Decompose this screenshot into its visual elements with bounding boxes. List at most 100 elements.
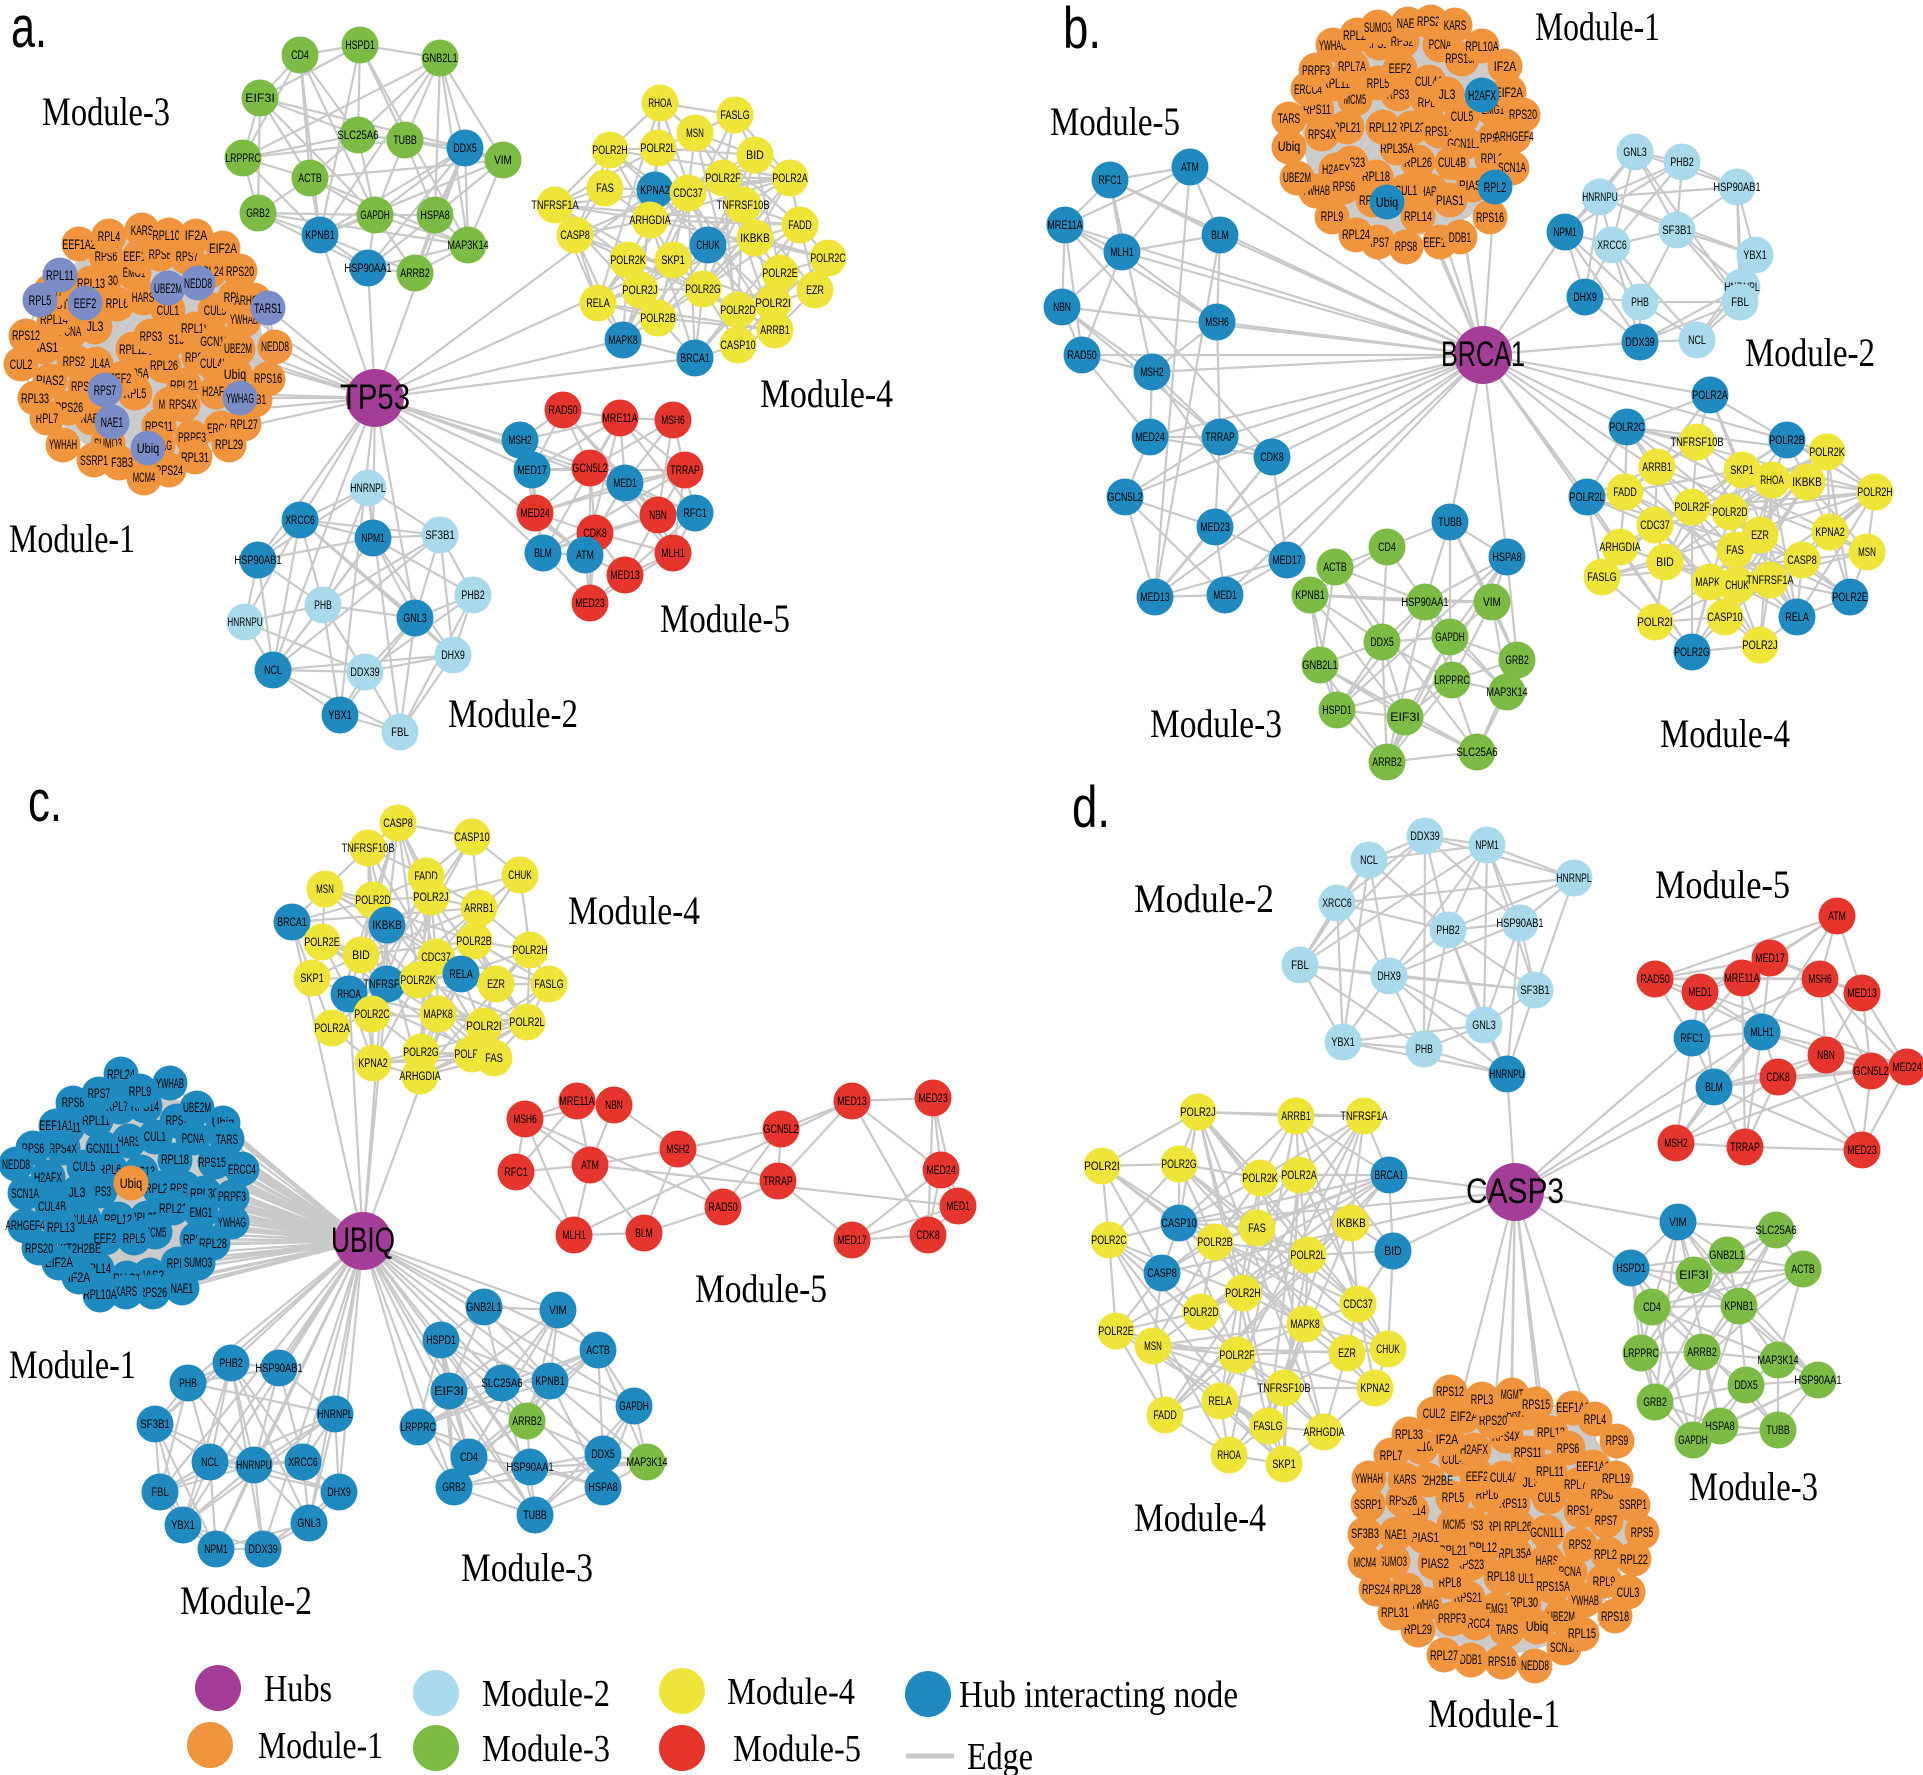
svg-text:FAS: FAS — [596, 181, 614, 195]
svg-text:MSH6: MSH6 — [513, 1112, 537, 1126]
svg-text:RPL23: RPL23 — [1397, 120, 1425, 135]
svg-text:RPS12: RPS12 — [1436, 1384, 1464, 1399]
svg-text:DHX9: DHX9 — [1377, 969, 1401, 983]
svg-text:CDK8: CDK8 — [1260, 450, 1284, 464]
svg-text:NPM1: NPM1 — [204, 1542, 228, 1556]
svg-text:RPL11: RPL11 — [1536, 1464, 1564, 1479]
svg-text:POLR2E: POLR2E — [1098, 1324, 1133, 1338]
svg-text:ARRB2: ARRB2 — [1372, 755, 1402, 769]
svg-text:SUMO3: SUMO3 — [1379, 1554, 1407, 1569]
svg-text:IKBKB: IKBKB — [372, 918, 402, 932]
svg-text:RPL24: RPL24 — [1342, 227, 1370, 242]
svg-text:NCL: NCL — [264, 663, 282, 677]
svg-text:Hub interacting node: Hub interacting node — [959, 1674, 1238, 1716]
svg-text:TUBB: TUBB — [1438, 515, 1462, 529]
svg-text:SCN1A: SCN1A — [11, 1186, 39, 1201]
svg-text:RELA: RELA — [1785, 610, 1809, 624]
svg-text:H2AFX: H2AFX — [34, 1170, 62, 1185]
svg-text:RPS7: RPS7 — [88, 1086, 110, 1101]
svg-text:Ubiq: Ubiq — [1526, 1619, 1548, 1634]
svg-text:RPL7A: RPL7A — [1338, 59, 1366, 74]
svg-text:HSP90AA1: HSP90AA1 — [344, 261, 391, 275]
svg-text:YWHAH: YWHAH — [1355, 1471, 1383, 1486]
svg-text:Module-1: Module-1 — [1428, 1691, 1560, 1736]
svg-text:RPS20: RPS20 — [1509, 107, 1537, 122]
svg-text:MCM5: MCM5 — [1344, 92, 1366, 107]
svg-text:MED1: MED1 — [946, 1199, 970, 1213]
svg-text:RPL26: RPL26 — [1504, 1519, 1532, 1534]
svg-text:FADD: FADD — [1153, 1408, 1177, 1422]
svg-text:SF3B3: SF3B3 — [105, 455, 133, 470]
svg-text:POLR2J: POLR2J — [622, 283, 657, 297]
svg-text:CD4: CD4 — [1643, 1300, 1661, 1314]
svg-text:RPS2: RPS2 — [63, 354, 85, 369]
svg-text:PIAS1: PIAS1 — [1411, 1530, 1439, 1545]
svg-text:SF3B1: SF3B1 — [425, 528, 455, 542]
svg-text:RPL30: RPL30 — [1510, 1595, 1538, 1610]
svg-text:RPL14: RPL14 — [1404, 209, 1432, 224]
svg-text:FADD: FADD — [788, 218, 812, 232]
svg-text:CUL2: CUL2 — [10, 357, 32, 372]
svg-text:CUL1: CUL1 — [144, 1129, 166, 1144]
svg-text:Ubiq: Ubiq — [1278, 139, 1300, 154]
svg-text:DDX5: DDX5 — [1734, 1378, 1758, 1392]
svg-text:RPL18: RPL18 — [161, 1152, 189, 1167]
svg-text:ACTB: ACTB — [586, 1343, 610, 1357]
svg-text:EIF2A: EIF2A — [1450, 1409, 1478, 1424]
svg-text:IF2A: IF2A — [1436, 1432, 1458, 1447]
svg-text:RPL18: RPL18 — [1362, 169, 1390, 184]
svg-text:PHB2: PHB2 — [1436, 923, 1460, 937]
svg-text:HSP90AA1: HSP90AA1 — [506, 1460, 553, 1474]
svg-text:XRCC6: XRCC6 — [288, 1455, 318, 1469]
svg-text:POLR2H: POLR2H — [512, 943, 547, 957]
svg-text:DDX39: DDX39 — [350, 665, 380, 679]
svg-text:ARRB1: ARRB1 — [760, 323, 790, 337]
svg-text:CUL5: CUL5 — [1451, 109, 1473, 124]
svg-text:MED24: MED24 — [520, 506, 550, 520]
svg-text:MCM5: MCM5 — [1443, 1517, 1465, 1532]
svg-text:MSH6: MSH6 — [661, 413, 685, 427]
svg-text:RPL5: RPL5 — [123, 1231, 145, 1246]
svg-text:HNRNPU: HNRNPU — [227, 615, 262, 629]
svg-text:MED24: MED24 — [1135, 430, 1165, 444]
svg-text:ATM: ATM — [1828, 909, 1846, 923]
svg-text:NBN: NBN — [1817, 1048, 1835, 1062]
svg-text:MGMT: MGMT — [1501, 1387, 1523, 1402]
svg-text:POLR2E: POLR2E — [304, 935, 339, 949]
svg-text:POLR2G: POLR2G — [1161, 1157, 1196, 1171]
svg-text:POLR2F: POLR2F — [1674, 500, 1709, 514]
svg-text:TARS: TARS — [1496, 1622, 1518, 1637]
svg-text:ARHGDIA: ARHGDIA — [1599, 540, 1641, 554]
svg-text:ACTB: ACTB — [298, 171, 322, 185]
svg-text:KPNB1: KPNB1 — [1724, 1299, 1754, 1313]
svg-text:KPNB1: KPNB1 — [1295, 588, 1325, 602]
svg-text:MED17: MED17 — [837, 1233, 867, 1247]
svg-text:UBE2M: UBE2M — [154, 281, 182, 296]
svg-text:RPS16: RPS16 — [254, 371, 282, 386]
svg-text:KARS: KARS — [1444, 18, 1466, 33]
svg-text:CDC37: CDC37 — [1640, 518, 1670, 532]
svg-text:Module-3: Module-3 — [482, 1728, 610, 1770]
svg-text:FAS: FAS — [1726, 543, 1744, 557]
svg-text:MAP3K14: MAP3K14 — [1486, 685, 1527, 699]
svg-text:GCN5L2: GCN5L2 — [572, 461, 608, 475]
svg-text:CASP10: CASP10 — [1161, 1216, 1197, 1230]
svg-text:RPL11: RPL11 — [46, 268, 74, 283]
svg-text:FASLG: FASLG — [720, 108, 750, 122]
svg-text:DDX5: DDX5 — [591, 1447, 615, 1461]
svg-text:EEF2: EEF2 — [94, 1231, 116, 1246]
svg-text:SF3B1: SF3B1 — [140, 1417, 170, 1431]
svg-text:POLR2L: POLR2L — [1569, 490, 1605, 504]
svg-text:TRRAP: TRRAP — [670, 463, 700, 477]
svg-text:MED17: MED17 — [1272, 553, 1302, 567]
svg-text:Module-2: Module-2 — [482, 1673, 610, 1715]
svg-text:ARHGEF4: ARHGEF4 — [1494, 129, 1534, 144]
svg-text:Ubiq: Ubiq — [224, 367, 246, 382]
svg-text:RPL6: RPL6 — [106, 296, 128, 311]
svg-text:Module-1: Module-1 — [1535, 4, 1660, 49]
svg-text:POLR2E: POLR2E — [762, 266, 797, 280]
svg-text:GCN5L2: GCN5L2 — [763, 1122, 799, 1136]
svg-text:RPL18: RPL18 — [1487, 1569, 1515, 1584]
svg-text:PRPF3: PRPF3 — [1438, 1611, 1466, 1626]
svg-text:RPS12: RPS12 — [12, 328, 40, 343]
